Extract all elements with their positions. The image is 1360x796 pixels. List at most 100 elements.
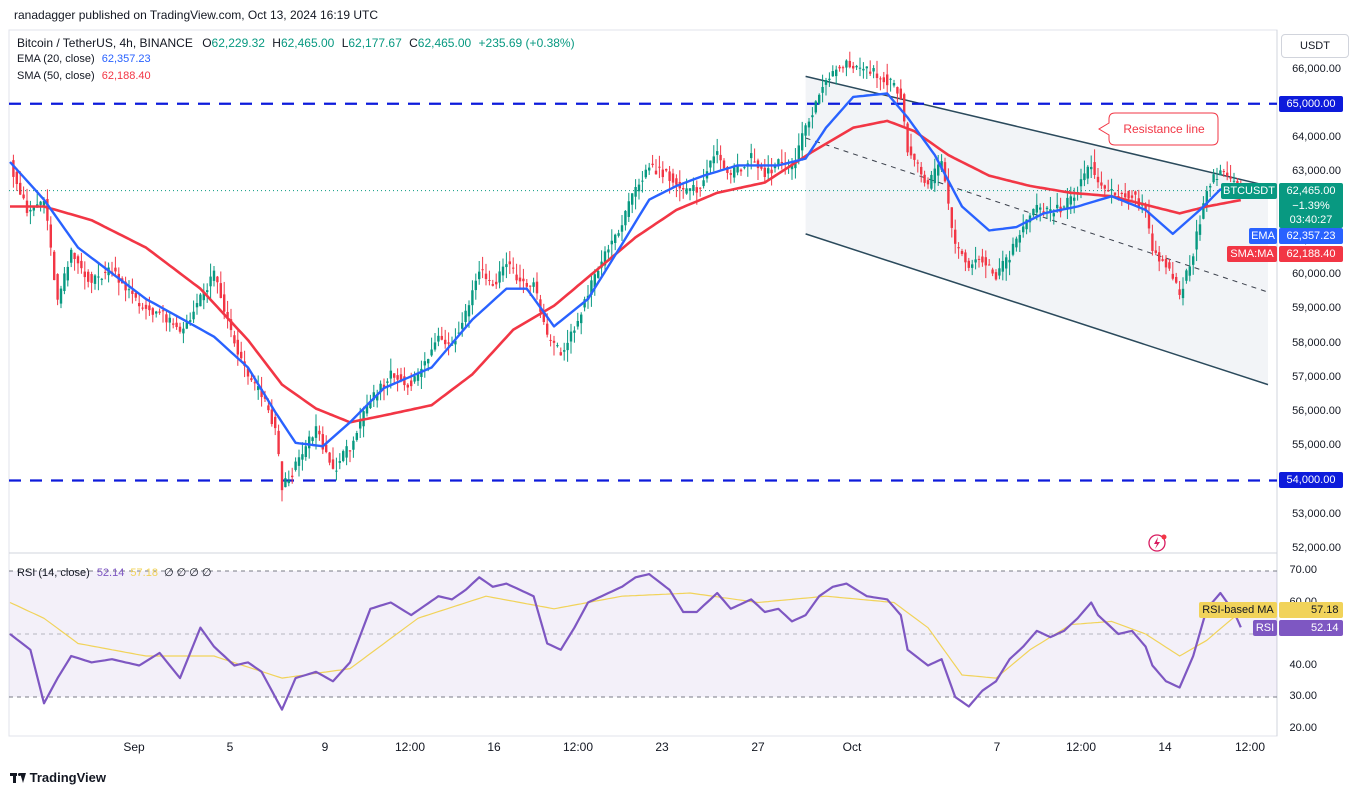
candle-body[interactable] — [447, 342, 450, 344]
candle-body[interactable] — [223, 294, 226, 312]
candle-body[interactable] — [695, 187, 698, 193]
candle-body[interactable] — [260, 388, 263, 398]
candle-body[interactable] — [801, 133, 804, 151]
candle-body[interactable] — [637, 184, 641, 192]
candle-body[interactable] — [872, 68, 875, 72]
candle-body[interactable] — [991, 269, 994, 274]
candle-body[interactable] — [1069, 196, 1072, 205]
candle-body[interactable] — [913, 153, 916, 160]
candle-body[interactable] — [814, 101, 817, 113]
candle-body[interactable] — [1232, 180, 1236, 182]
candle-body[interactable] — [464, 310, 467, 322]
candle-body[interactable] — [522, 278, 525, 282]
candle-body[interactable] — [454, 340, 457, 345]
candle-body[interactable] — [733, 167, 736, 178]
candle-body[interactable] — [845, 60, 848, 68]
candle-body[interactable] — [848, 60, 851, 68]
candle-body[interactable] — [1178, 289, 1181, 295]
candle-body[interactable] — [1110, 188, 1113, 191]
candle-body[interactable] — [702, 180, 705, 187]
candle-body[interactable] — [291, 475, 294, 478]
candle-body[interactable] — [250, 378, 253, 381]
candle-body[interactable] — [1192, 256, 1195, 265]
candle-body[interactable] — [155, 311, 158, 314]
candle-body[interactable] — [981, 256, 984, 263]
candle-body[interactable] — [753, 161, 756, 163]
candle-body[interactable] — [304, 446, 307, 458]
candle-body[interactable] — [59, 288, 63, 304]
candle-body[interactable] — [301, 454, 304, 460]
candle-body[interactable] — [546, 323, 549, 335]
candle-body[interactable] — [498, 271, 501, 283]
candle-body[interactable] — [416, 372, 420, 381]
candle-body[interactable] — [172, 323, 175, 325]
candle-body[interactable] — [865, 66, 868, 69]
candle-body[interactable] — [212, 270, 216, 281]
candle-body[interactable] — [1066, 197, 1069, 210]
candle-body[interactable] — [1209, 185, 1212, 188]
candle-body[interactable] — [736, 164, 739, 173]
candle-body[interactable] — [954, 229, 957, 244]
candle-body[interactable] — [467, 305, 471, 317]
candle-body[interactable] — [750, 153, 753, 159]
candle-body[interactable] — [607, 249, 610, 253]
candle-body[interactable] — [1079, 179, 1083, 187]
candle-body[interactable] — [855, 65, 858, 68]
candle-body[interactable] — [569, 331, 573, 342]
candle-body[interactable] — [889, 78, 892, 80]
rsi-ma-line[interactable] — [9, 592, 1242, 679]
candle-body[interactable] — [87, 271, 90, 282]
candle-body[interactable] — [396, 375, 399, 380]
candle-body[interactable] — [971, 264, 974, 268]
candle-body[interactable] — [253, 382, 256, 384]
candle-body[interactable] — [413, 376, 416, 382]
candle-body[interactable] — [712, 156, 715, 164]
candle-body[interactable] — [920, 166, 923, 175]
candle-body[interactable] — [189, 320, 192, 322]
candle-body[interactable] — [355, 433, 358, 440]
sma50-line[interactable] — [10, 119, 1242, 424]
candle-body[interactable] — [709, 160, 712, 168]
candle-body[interactable] — [923, 174, 926, 183]
candle-body[interactable] — [12, 160, 15, 177]
candle-body[interactable] — [42, 200, 46, 207]
candle-body[interactable] — [1202, 203, 1205, 219]
candle-body[interactable] — [209, 276, 212, 287]
candle-body[interactable] — [828, 78, 831, 81]
candle-body[interactable] — [1022, 226, 1025, 233]
candle-body[interactable] — [192, 311, 195, 320]
candle-body[interactable] — [141, 307, 144, 309]
candle-body[interactable] — [930, 174, 933, 189]
candle-body[interactable] — [641, 180, 644, 182]
candle-body[interactable] — [821, 86, 824, 93]
candle-body[interactable] — [318, 430, 321, 435]
candle-body[interactable] — [39, 201, 42, 205]
candle-body[interactable] — [1001, 260, 1004, 272]
candle-body[interactable] — [501, 266, 505, 276]
candle-body[interactable] — [1147, 212, 1151, 229]
candle-body[interactable] — [66, 266, 69, 281]
candle-body[interactable] — [685, 188, 688, 194]
candle-body[interactable] — [1045, 207, 1049, 210]
candle-body[interactable] — [580, 314, 583, 324]
candle-body[interactable] — [631, 193, 634, 205]
candle-body[interactable] — [610, 240, 613, 245]
candle-body[interactable] — [331, 459, 335, 469]
candle-body[interactable] — [1090, 166, 1093, 170]
candle-body[interactable] — [858, 67, 862, 69]
candle-body[interactable] — [682, 187, 685, 190]
candle-body[interactable] — [763, 167, 766, 177]
candle-body[interactable] — [474, 280, 477, 291]
candle-body[interactable] — [1151, 233, 1154, 251]
candle-body[interactable] — [505, 264, 508, 268]
candle-body[interactable] — [654, 170, 658, 175]
candle-body[interactable] — [943, 162, 947, 182]
candle-body[interactable] — [977, 258, 981, 260]
candle-body[interactable] — [583, 299, 586, 308]
candle-body[interactable] — [974, 259, 977, 263]
candle-body[interactable] — [777, 159, 780, 167]
candle-body[interactable] — [590, 280, 593, 295]
candle-body[interactable] — [899, 88, 902, 99]
candle-body[interactable] — [1011, 243, 1015, 255]
candle-body[interactable] — [488, 279, 491, 281]
